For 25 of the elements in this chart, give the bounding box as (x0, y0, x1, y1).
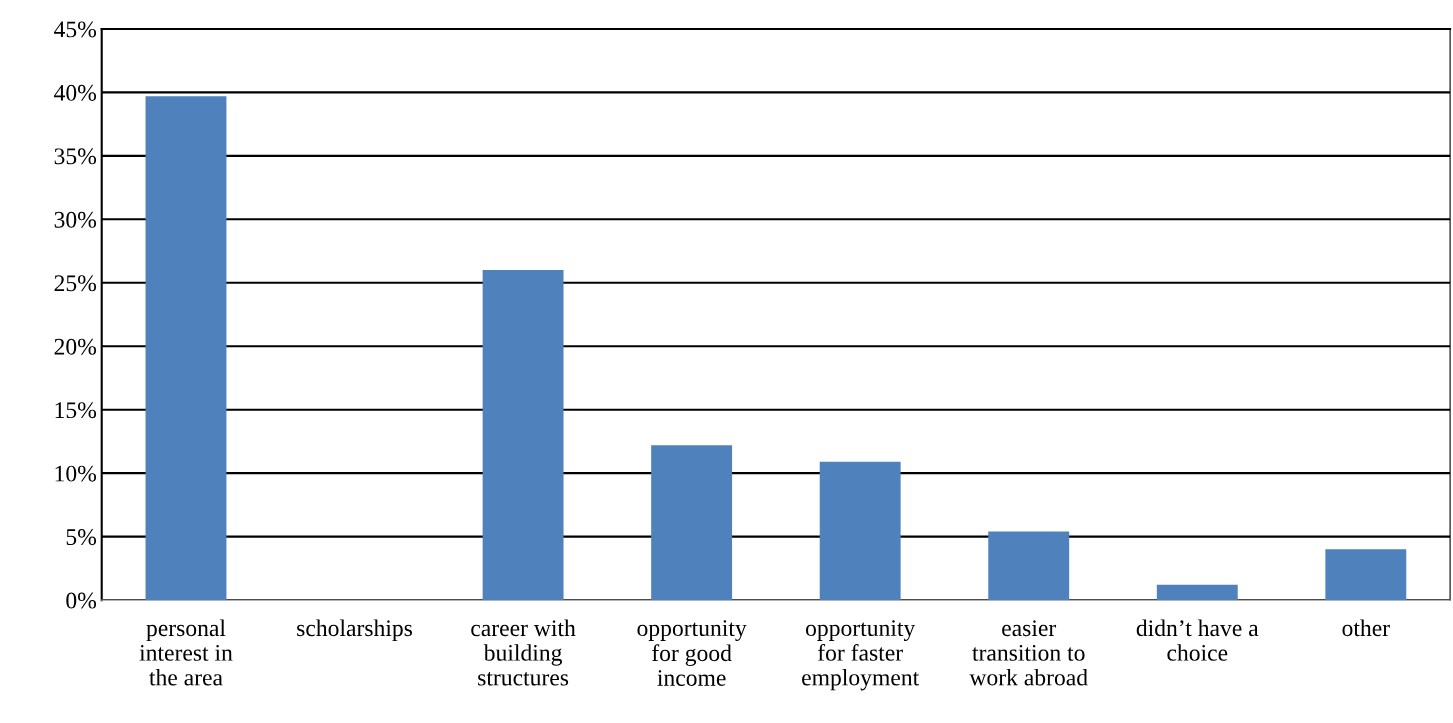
y-tick-label: 45% (54, 21, 97, 38)
x-tick-label: personal interest in the area (139, 619, 233, 686)
bar (988, 531, 1070, 601)
x-tick-label: didn’t have a choice (1136, 619, 1259, 661)
y-tick-label: 10% (55, 465, 97, 482)
bar (145, 96, 227, 601)
x-tick-label: career with building structures (471, 619, 576, 686)
x-tick-label: opportunity for faster employment (802, 620, 920, 691)
x-tick-label: easier transition to work abroad (969, 620, 1088, 686)
x-tick-label: opportunity for good income (637, 620, 747, 686)
y-tick-label: 35% (54, 148, 97, 165)
y-tick-label: 20% (54, 338, 97, 355)
y-tick-label: 25% (54, 275, 97, 292)
y-tick-label: 15% (55, 402, 97, 419)
y-tick-label: 0% (66, 592, 97, 609)
y-tick-label: 40% (54, 84, 97, 101)
x-tick-label: other (1342, 619, 1390, 637)
x-tick-label: scholarships (297, 619, 413, 641)
bar (651, 445, 733, 601)
y-tick-label: 5% (66, 529, 97, 546)
bar (819, 461, 901, 601)
bar (1325, 549, 1407, 601)
y-tick-label: 30% (54, 211, 97, 228)
bar (1156, 584, 1238, 601)
bar (482, 270, 564, 601)
